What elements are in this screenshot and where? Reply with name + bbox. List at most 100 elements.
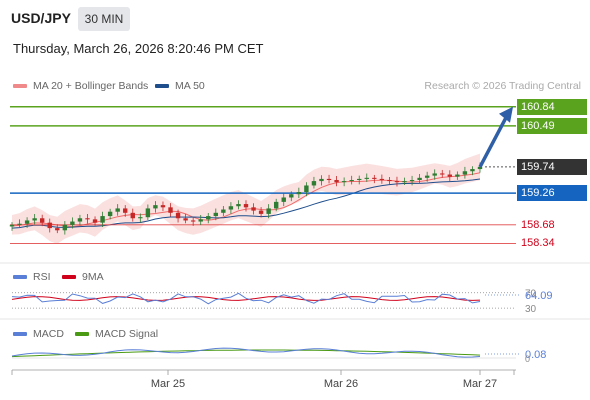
level-label: 158.34 [521, 237, 555, 250]
x-axis-tick-label: Mar 25 [151, 378, 185, 390]
candle-body [402, 181, 407, 183]
candle-body [115, 208, 120, 212]
rsi-value: 64.09 [525, 290, 553, 302]
datetime-label: Thursday, March 26, 2026 8:20:46 PM CET [13, 41, 264, 56]
candle-body [417, 177, 422, 180]
x-axis-tick-label: Mar 27 [463, 378, 497, 390]
candle-body [198, 219, 203, 222]
candle-body [92, 219, 98, 223]
candle-body [304, 185, 309, 193]
candle-body [138, 217, 143, 219]
candle-body [334, 180, 339, 183]
candle-body [32, 218, 37, 221]
ma20-swatch [13, 84, 27, 88]
x-axis-tick-label: Mar 26 [324, 378, 358, 390]
candle-body [357, 178, 362, 180]
rsi-legend-label: RSI [33, 271, 51, 283]
forecast-arrow-shaft [478, 114, 509, 168]
macd-signal-legend-label: MACD Signal [95, 328, 159, 340]
candle-body [190, 220, 196, 222]
candle-body [160, 205, 166, 208]
level-label: 159.26 [517, 185, 587, 202]
candle-body [221, 209, 226, 213]
candle-body [394, 181, 400, 183]
candle-body [409, 180, 415, 182]
candle-body [424, 175, 430, 178]
candle-body [311, 181, 317, 186]
candle-body [85, 218, 90, 220]
candle-body [62, 224, 68, 231]
candle-body [258, 210, 264, 214]
candle-body [77, 218, 83, 222]
rsi-ma-swatch [62, 275, 76, 279]
rsi-ma-line [11, 296, 481, 301]
candle-body [296, 192, 302, 195]
rsi-line [11, 292, 481, 305]
candle-body [206, 216, 211, 220]
research-credit: Research © 2026 Trading Central [424, 80, 581, 92]
rsi-ma-legend: 9MA [62, 271, 104, 283]
macd-tick-0: 0 [525, 354, 530, 364]
candle-body [130, 212, 135, 219]
macd-value: 0.08 [525, 349, 546, 361]
macd-signal-swatch [75, 332, 89, 336]
candle-body [289, 194, 294, 198]
candle-body [100, 216, 105, 223]
candle-body [470, 169, 475, 172]
candle-body [319, 178, 324, 182]
candle-body [447, 174, 453, 177]
candle-body [462, 171, 468, 175]
candle-body [432, 173, 437, 176]
candle-body [364, 177, 369, 179]
candle-body [349, 180, 354, 182]
candle-body [123, 208, 128, 213]
candle-body [379, 178, 385, 180]
level-label: 158.68 [521, 218, 555, 231]
ma50-legend: MA 50 [155, 80, 205, 92]
candle-body [341, 181, 347, 183]
level-label: 160.84 [517, 98, 587, 115]
candle-body [55, 228, 60, 231]
candle-body [9, 224, 15, 227]
rsi-legend: RSI [13, 271, 51, 283]
candle-body [387, 180, 392, 182]
candle-body [251, 207, 256, 211]
candle-body [107, 211, 113, 217]
rsi-tick-30: 30 [525, 304, 537, 315]
candle-body [372, 177, 377, 179]
macd-legend-label: MACD [33, 328, 64, 340]
candle-body [228, 206, 234, 210]
candle-body [24, 220, 30, 224]
candle-body [17, 223, 22, 225]
macd-signal-legend: MACD Signal [75, 328, 158, 340]
timeframe-badge[interactable]: 30 MIN [78, 7, 130, 31]
macd-swatch [13, 332, 27, 336]
candle-body [213, 212, 219, 217]
macd-line [11, 347, 481, 358]
ma50-legend-label: MA 50 [175, 80, 205, 92]
ma20-legend-label: MA 20 + Bollinger Bands [33, 80, 149, 92]
candle-body [47, 222, 52, 229]
candle-body [183, 218, 188, 221]
candle-body [70, 221, 75, 225]
ma50-line [11, 178, 481, 229]
candle-body [455, 174, 460, 177]
candle-body [326, 178, 332, 180]
candle-body [236, 204, 241, 207]
ma50-swatch [155, 84, 169, 88]
candle-body [175, 212, 181, 219]
forecast-arrow-head [499, 106, 513, 123]
candle-body [145, 208, 151, 218]
bollinger-band [12, 153, 480, 244]
rsi-swatch [13, 275, 27, 279]
candle-body [477, 166, 483, 170]
macd-legend: MACD [13, 328, 64, 340]
candle-body [243, 204, 249, 208]
candle-body [273, 201, 279, 209]
candle-body [39, 218, 45, 223]
candle-body [266, 208, 271, 214]
ma20-legend: MA 20 + Bollinger Bands [13, 80, 148, 92]
level-label: 159.74 [517, 158, 587, 175]
rsi-ma-legend-label: 9MA [82, 271, 104, 283]
